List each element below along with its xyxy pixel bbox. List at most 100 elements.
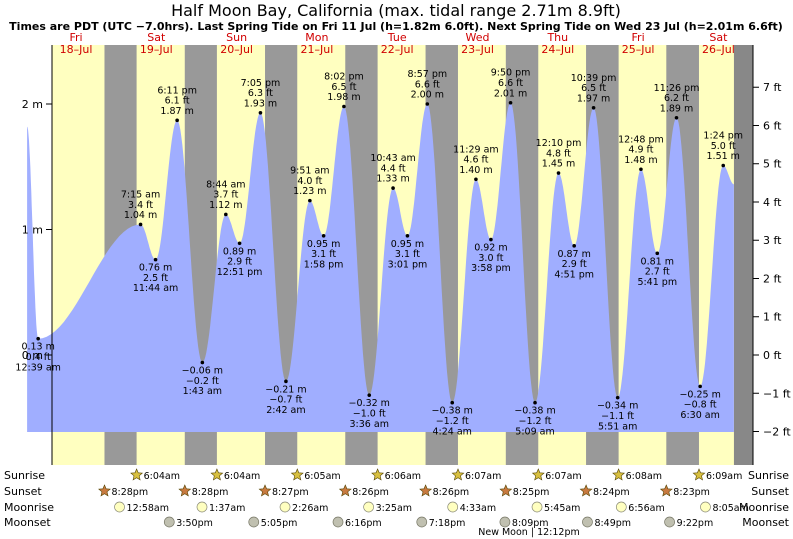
tide-label: −0.25 m [679,389,720,400]
tide-label: 1.89 m [660,103,693,114]
moonrise-icon [531,501,543,513]
sunset-icon [98,484,111,497]
tide-label: 5:41 pm [637,277,677,288]
sunrise-row-label-left: Sunrise [4,469,45,482]
tide-label: 5:09 am [515,426,554,437]
tide-label: 6:11 pm [157,85,197,96]
tide-point [200,360,205,365]
sunrise-icon [210,468,224,481]
tide-point [489,237,493,242]
tide-label: 0.76 m [139,263,172,274]
sunset-icon [659,484,673,497]
tide-area-layer [27,102,734,432]
tide-label: 2.5 ft [143,273,168,284]
day-label-date: 25–Jul [622,43,655,56]
y-tick-label-ft: 1 ft [763,311,782,324]
sunset-time: 8:26pm [433,487,470,498]
moonset-time: 6:16pm [345,518,382,529]
tide-label: 1.48 m [624,155,657,166]
tide-label: 4:51 pm [554,269,594,280]
tide-label: 4.8 ft [546,148,571,159]
tide-label: 6.2 ft [664,93,689,104]
moonrise-time: 12:58am [127,503,169,514]
tide-point [556,171,561,175]
tide-label: 11:29 am [453,144,498,155]
sunset-icon [338,484,352,497]
astro-events: 6:04am 6:04am 6:05am 6:06am 6:07am 6:07am 6:08… [98,468,749,529]
tide-label: 11:44 am [133,283,178,294]
moonset-row-label-left: Moonset [4,516,51,529]
tide-label: 8:02 pm [324,72,364,83]
moonset-icon [664,516,675,528]
moonset-time: 5:05pm [261,518,298,529]
y-tick-label-ft: 7 ft [763,81,782,94]
tide-label: 6.1 ft [165,96,190,107]
sunrise-icon [290,468,304,481]
day-label-date: 24–Jul [541,43,574,56]
sunrise-icon [531,468,545,481]
tide-label: 6.3 ft [248,88,273,99]
tide-label: 2.9 ft [562,259,587,270]
tide-label: 1.04 m [124,210,157,221]
tide-label: 1.87 m [160,106,193,117]
tide-label: 5:51 am [598,421,637,432]
tide-label: 12:48 pm [618,134,664,145]
moonrise-time: 1:37am [209,503,245,514]
astro-row-labels: Sunrise Sunset Moonrise Moonset Sunrise … [4,469,790,529]
sunrise-icon [451,468,465,481]
tide-label: 1:24 pm [703,130,743,141]
tide-label: −0.32 m [349,398,390,409]
y-tick-label-m: 0 m [22,349,43,362]
plot-frame [51,45,754,465]
tide-point [698,384,702,389]
tide-label: 7:05 pm [241,78,281,89]
day-label-dow: Sun [226,31,247,44]
moonrise-icon [700,501,711,513]
tide-label: 0.89 m [223,246,256,257]
y-axis-feet: 7 ft 6 ft 5 ft 4 ft 3 ft 2 ft 1 ft 0 ft −1 ft −2 … [753,81,791,439]
sunset-time: 8:24pm [593,487,630,498]
tide-label: 3.0 ft [478,253,503,264]
tide-label: 9:50 pm [491,68,531,79]
tide-label: 3.1 ft [311,249,336,260]
tide-label: −1.2 ft [436,416,469,427]
sunrise-icon [612,468,626,481]
tide-label: −0.2 ft [186,376,219,387]
y-tick-label-ft: −1 ft [763,387,791,400]
tide-point [258,110,263,115]
tide-label: 1:43 am [183,386,222,397]
tide-point [674,116,679,120]
tide-point [639,167,643,172]
tide-point [391,186,395,190]
chart-subtitle: Times are PDT (UTC −7.0hrs). Last Spring… [9,20,783,33]
tide-label: 1.40 m [459,165,492,176]
tide-label: 6.6 ft [498,78,523,89]
moonrise-icon [615,501,627,513]
tide-label: 10:43 am [370,153,415,164]
y-tick-label-ft: 6 ft [763,119,782,132]
sunrise-time: 6:04am [144,471,180,482]
tide-label: 1.12 m [209,200,242,211]
tide-label: −1.0 ft [353,408,386,419]
moonset-time: 9:22pm [677,518,714,529]
moonrise-time: 6:56am [628,503,664,514]
tide-label: 4.6 ft [463,155,488,166]
tide-label: 1.45 m [542,159,575,170]
tide-label: 2.9 ft [227,257,252,268]
tide-label: 3:58 pm [471,263,511,274]
sunset-time: 8:25pm [513,487,550,498]
moonrise-time: 3:25am [376,503,412,514]
tide-label: 3.4 ft [128,200,153,211]
tide-point [224,212,228,217]
tide-point [508,100,513,105]
tide-label: −0.38 m [432,406,473,417]
tide-point [153,257,158,262]
tide-label: −1.2 ft [519,416,552,427]
tide-point [572,244,576,248]
sunset-row-label-right: Sunset [751,485,789,498]
moonset-time: 8:49pm [594,518,631,529]
tide-point [425,102,430,106]
y-tick-label-ft: 5 ft [763,158,782,171]
tide-label: 0.95 m [391,239,424,250]
